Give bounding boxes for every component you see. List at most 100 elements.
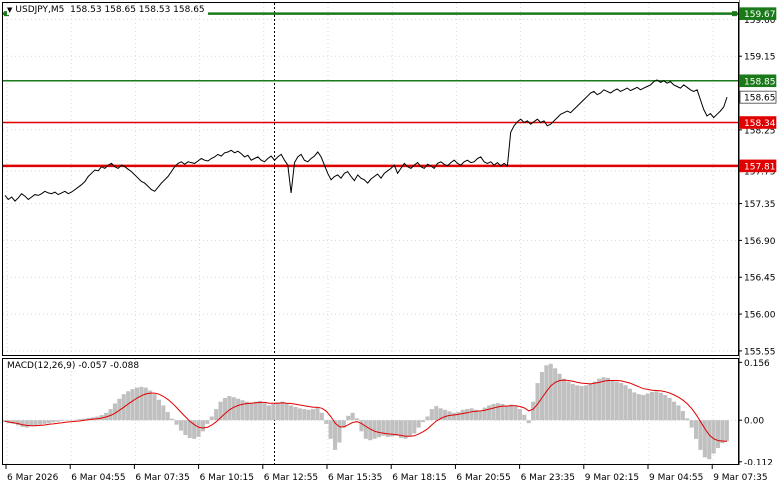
macd-bar <box>293 406 298 421</box>
level-price-tag <box>739 90 777 104</box>
time-tick-label: 6 Mar 20:55 <box>456 473 510 483</box>
macd-bar <box>249 402 254 421</box>
macd-bar <box>82 418 87 421</box>
macd-bar <box>165 412 170 421</box>
macd-bar <box>271 403 276 421</box>
macd-bar <box>319 412 324 421</box>
symbol-timeframe: USDJPY,M5 <box>15 5 65 15</box>
macd-bar <box>443 409 448 421</box>
macd-indicator-panel[interactable]: MACD(12,26,9) -0.057 -0.088 <box>2 358 739 465</box>
time-tick-label: 9 Mar 04:55 <box>649 473 703 483</box>
macd-bar <box>636 394 641 421</box>
macd-bar <box>174 420 179 425</box>
price-scale[interactable]: 159.60 159.15 158.25 157.75 157.35 156.90 156.… <box>739 0 781 465</box>
macd-bar <box>222 398 227 421</box>
macd-bar <box>302 409 307 421</box>
macd-bar <box>134 387 139 421</box>
macd-bar <box>531 401 536 421</box>
macd-bar <box>337 420 342 443</box>
level-price-label: 159.67 <box>744 10 776 20</box>
time-tick-label: 6 Mar 10:15 <box>200 473 254 483</box>
macd-bar <box>663 395 668 421</box>
macd-bar <box>641 395 646 421</box>
macd-bar <box>231 397 236 421</box>
macd-bar <box>623 385 628 421</box>
macd-bar <box>707 420 712 460</box>
level-price-label: 157.81 <box>744 162 776 172</box>
macd-bar <box>399 420 404 438</box>
macd-bar <box>614 381 619 421</box>
macd-bar <box>421 420 426 423</box>
time-tick-label: 6 Mar 12:55 <box>264 473 318 483</box>
price-chart-svg[interactable] <box>3 3 738 355</box>
macd-bar <box>192 420 197 439</box>
macd-bar <box>425 416 430 421</box>
macd-bar <box>20 420 25 427</box>
macd-bar <box>46 420 51 424</box>
macd-bar <box>553 368 558 421</box>
macd-bar <box>456 412 461 421</box>
macd-tick-label: 0.156 <box>744 359 770 369</box>
price-tick-label: 156.00 <box>744 311 776 321</box>
macd-bar <box>403 420 408 439</box>
macd-bar <box>139 386 144 421</box>
time-tick-label: 6 Mar 15:35 <box>328 473 382 483</box>
level-price-label: 158.65 <box>744 94 776 104</box>
macd-chart-svg[interactable] <box>3 359 738 464</box>
macd-bar <box>161 405 166 421</box>
macd-bar <box>68 420 73 421</box>
macd-bar <box>711 420 716 454</box>
macd-bar <box>465 409 470 421</box>
time-tick-label: 6 Mar 2026 <box>7 473 59 483</box>
macd-bar <box>297 408 302 421</box>
macd-bar <box>597 378 602 421</box>
triangle-down-icon[interactable]: ▼ <box>7 6 13 14</box>
macd-bar <box>522 414 527 421</box>
macd-bar <box>130 389 135 421</box>
macd-bar <box>311 409 316 421</box>
macd-label: MACD(12,26,9) -0.057 -0.088 <box>7 361 140 371</box>
level-price-tag <box>739 159 777 173</box>
time-scale[interactable]: 6 Mar 2026 6 Mar 04:55 6 Mar 07:35 6 Mar 10… <box>0 465 781 489</box>
macd-bar <box>200 420 205 432</box>
macd-bar <box>280 401 285 421</box>
macd-bar <box>429 409 434 421</box>
macd-histogram <box>3 363 729 460</box>
macd-bar <box>698 420 703 450</box>
time-tick-label: 6 Mar 04:55 <box>71 473 125 483</box>
macd-bar <box>112 403 117 421</box>
macd-bar <box>588 383 593 421</box>
price-chart-panel[interactable]: ▼ USDJPY,M5 158.53 158.65 158.53 158.65 <box>2 2 739 356</box>
macd-bar <box>29 420 34 427</box>
macd-bar <box>610 380 615 421</box>
macd-bar <box>152 394 157 421</box>
macd-bar <box>170 418 175 421</box>
macd-bar <box>262 403 267 421</box>
macd-bar <box>372 420 377 439</box>
macd-bar <box>500 403 505 421</box>
macd-bar <box>324 420 329 424</box>
time-tick-label: 6 Mar 18:15 <box>392 473 446 483</box>
macd-bar <box>526 420 531 424</box>
macd-bar <box>627 388 632 421</box>
macd-bar <box>654 391 659 421</box>
macd-bar <box>86 418 91 421</box>
macd-bar <box>236 398 241 421</box>
macd-bar <box>394 420 399 436</box>
price-tick-label: 157.75 <box>744 167 776 177</box>
macd-bar <box>676 405 681 421</box>
macd-bar <box>38 420 43 425</box>
macd-bar <box>702 420 707 458</box>
macd-bar <box>187 420 192 438</box>
macd-bar <box>645 393 650 421</box>
macd-bar <box>117 398 122 421</box>
macd-bar <box>108 409 113 421</box>
macd-bar <box>3 420 7 423</box>
macd-bar <box>605 377 610 421</box>
macd-bar <box>716 420 721 448</box>
macd-bar <box>73 419 78 421</box>
macd-bar <box>724 420 729 442</box>
macd-bar <box>517 409 522 421</box>
price-series-line <box>4 79 728 202</box>
macd-bar <box>77 419 82 421</box>
